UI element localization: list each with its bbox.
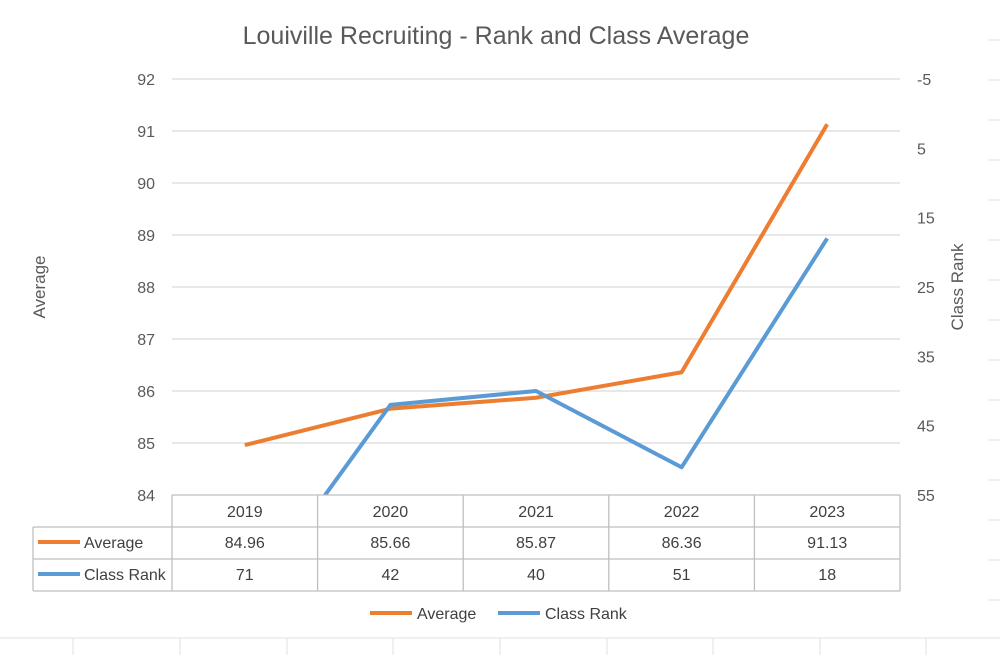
y-left-tick-label: 90: [137, 176, 155, 193]
y-left-tick-label: 91: [137, 124, 155, 141]
data-label: 42: [382, 567, 400, 584]
legend: Average Class Rank: [370, 606, 628, 623]
data-label: 85.66: [370, 535, 410, 552]
data-label: 84.96: [225, 535, 265, 552]
y-right-tick-label: 55: [917, 488, 935, 505]
plot-area: 84 85 86 87 88 89 90 91 92 -5 5 15 25 35 45 55: [137, 72, 935, 505]
x-category-label: 2021: [518, 504, 554, 521]
legend-label: Average: [417, 606, 476, 623]
data-label: 40: [527, 567, 545, 584]
y-right-axis-title: Class Rank: [948, 243, 967, 330]
data-label: 18: [818, 567, 836, 584]
table-row-label: Average: [84, 535, 143, 552]
data-label: 51: [673, 567, 691, 584]
data-table: 2019 2020 2021 2022 2023 Average 84.96 85.66 85.…: [32, 494, 901, 592]
legend-label: Class Rank: [545, 606, 628, 623]
x-category-label: 2023: [809, 504, 845, 521]
y-left-tick-label: 84: [137, 488, 155, 505]
y-left-tick-label: 89: [137, 228, 155, 245]
x-category-label: 2020: [373, 504, 409, 521]
y-right-tick-label: 25: [917, 280, 935, 297]
data-label: 91.13: [807, 535, 847, 552]
data-label: 71: [236, 567, 254, 584]
data-label: 86.36: [662, 535, 702, 552]
y-left-tick-label: 86: [137, 384, 155, 401]
series-line-average: [244, 123, 829, 448]
y-right-tick-label: 45: [917, 419, 935, 436]
y-right-tick-label: 15: [917, 211, 935, 228]
x-category-label: 2019: [227, 504, 263, 521]
x-category-label: 2022: [664, 504, 700, 521]
chart-title: Louiville Recruiting - Rank and Class Av…: [243, 22, 750, 50]
y-left-tick-label: 92: [137, 72, 155, 89]
y-left-tick-label: 88: [137, 280, 155, 297]
data-label: 85.87: [516, 535, 556, 552]
y-left-tick-label: 85: [137, 436, 155, 453]
table-row-label: Class Rank: [84, 567, 167, 584]
y-left-axis-title: Average: [30, 255, 49, 318]
y-right-tick-label: 35: [917, 349, 935, 366]
y-right-tick-label: -5: [917, 72, 931, 89]
y-left-tick-label: 87: [137, 332, 155, 349]
y-right-tick-label: 5: [917, 141, 926, 158]
